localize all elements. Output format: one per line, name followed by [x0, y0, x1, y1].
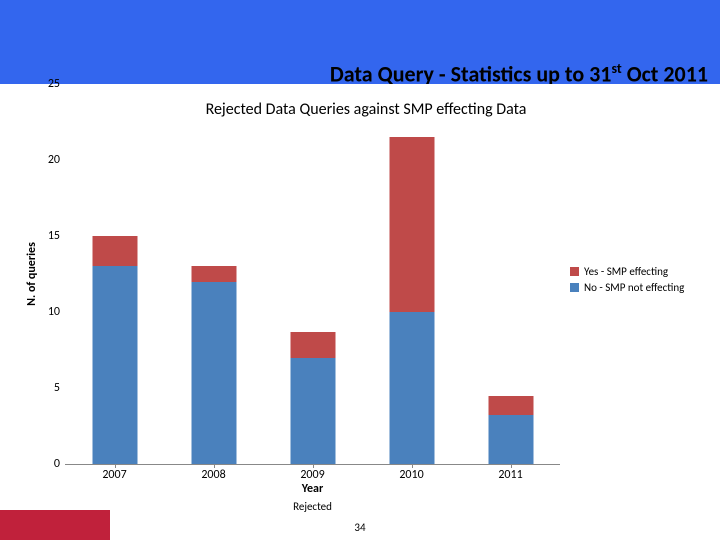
bar-segment — [191, 266, 236, 281]
legend-item: Yes - SMP effecting — [570, 265, 684, 278]
x-tick: 2010 — [367, 468, 457, 482]
bar-segment — [290, 358, 335, 464]
legend: Yes - SMP effecting No - SMP not effectin… — [570, 262, 684, 297]
x-tick-mark — [214, 464, 215, 468]
chart-container: Rejected Data Queries against SMP effect… — [30, 84, 702, 510]
legend-swatch — [570, 267, 579, 276]
bar-group — [191, 266, 236, 464]
legend-label: No - SMP not effecting — [584, 281, 684, 294]
x-axis-sublabel: Rejected — [65, 500, 560, 513]
bar-segment — [488, 396, 533, 416]
bar-segment — [389, 312, 434, 464]
x-tick: 2008 — [169, 468, 259, 482]
bar-segment — [191, 282, 236, 464]
bar-segment — [488, 415, 533, 464]
x-tick: 2009 — [268, 468, 358, 482]
bar-group — [290, 332, 335, 464]
bar-segment — [290, 332, 335, 358]
y-tick: 10 — [35, 305, 60, 319]
x-tick-mark — [412, 464, 413, 468]
x-tick-mark — [511, 464, 512, 468]
bar-group — [488, 396, 533, 464]
x-tick: 2007 — [70, 468, 160, 482]
y-axis-label: N. of queries — [25, 242, 39, 306]
y-tick: 20 — [35, 153, 60, 167]
bar-group — [389, 137, 434, 464]
y-tick: 0 — [35, 457, 60, 471]
x-tick: 2011 — [466, 468, 556, 482]
legend-item: No - SMP not effecting — [570, 281, 684, 294]
title-sup: st — [611, 60, 621, 77]
plot-area: N. of queries Year Rejected 051015202520… — [65, 84, 560, 465]
x-tick-mark — [115, 464, 116, 468]
y-tick: 5 — [35, 381, 60, 395]
y-tick: 25 — [35, 77, 60, 91]
x-tick-mark — [313, 464, 314, 468]
y-tick: 15 — [35, 229, 60, 243]
bar-segment — [389, 137, 434, 312]
legend-label: Yes - SMP effecting — [584, 265, 668, 278]
legend-swatch — [570, 283, 579, 292]
bar-segment — [92, 266, 137, 464]
page-number: 34 — [0, 521, 720, 534]
bar-group — [92, 236, 137, 464]
x-axis-label: Year — [65, 482, 560, 496]
bar-segment — [92, 236, 137, 266]
